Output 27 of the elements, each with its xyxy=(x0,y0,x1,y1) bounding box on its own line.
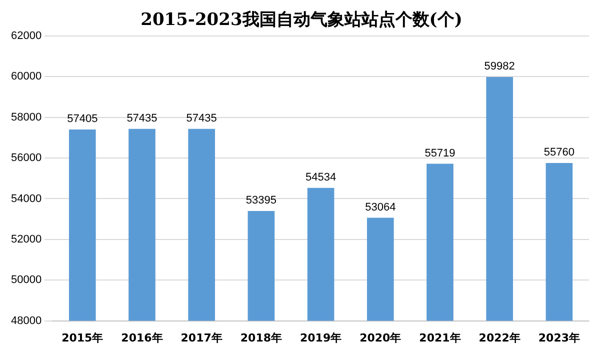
y-tick-label: 58000 xyxy=(10,111,42,124)
y-tick-label: 50000 xyxy=(10,274,42,286)
data-label: 57435 xyxy=(126,112,158,124)
x-tick-label: 2016年 xyxy=(121,331,163,344)
data-label: 55719 xyxy=(424,147,456,160)
x-tick-label: 2022年 xyxy=(478,331,520,344)
y-tick-label: 54000 xyxy=(10,192,42,205)
data-label: 57435 xyxy=(186,112,217,124)
x-tick-label: 2015年 xyxy=(62,331,104,344)
y-tick-label: 62000 xyxy=(10,30,42,42)
x-tick-label: 2019年 xyxy=(300,331,342,344)
x-tick-label: 2020年 xyxy=(360,331,402,344)
y-tick-label: 56000 xyxy=(10,152,42,164)
chart-title: 2015-2023我国自动气象站站点个数(个) xyxy=(140,9,464,31)
x-tick-label: 2017年 xyxy=(180,331,222,344)
y-tick-label: 48000 xyxy=(10,314,42,327)
data-label: 59982 xyxy=(484,60,515,73)
y-tick-label: 52000 xyxy=(10,233,42,246)
y-tick-label: 60000 xyxy=(10,70,42,83)
data-label: 53395 xyxy=(246,194,276,207)
data-label: 54534 xyxy=(305,171,336,184)
data-label: 53064 xyxy=(365,201,396,214)
data-label: 55760 xyxy=(544,146,574,158)
x-tick-label: 2018年 xyxy=(240,331,282,344)
x-tick-label: 2021年 xyxy=(419,331,461,344)
x-tick-label: 2023年 xyxy=(538,331,580,344)
data-label: 57405 xyxy=(67,113,98,126)
